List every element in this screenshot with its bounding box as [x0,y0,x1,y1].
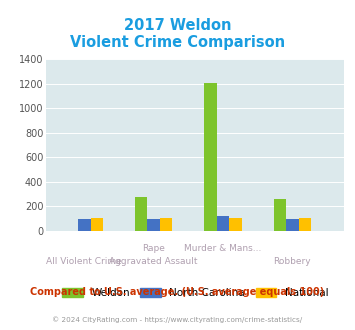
Text: Rape: Rape [142,244,165,253]
Text: Robbery: Robbery [273,257,311,266]
Text: © 2024 CityRating.com - https://www.cityrating.com/crime-statistics/: © 2024 CityRating.com - https://www.city… [53,316,302,323]
Text: All Violent Crime: All Violent Crime [47,257,122,266]
Bar [299,217,311,231]
Bar [217,216,229,231]
Text: Violent Crime Comparison: Violent Crime Comparison [70,35,285,50]
Bar [229,217,242,231]
Bar [274,199,286,231]
Text: Compared to U.S. average. (U.S. average equals 100): Compared to U.S. average. (U.S. average … [31,287,324,297]
Bar [91,217,103,231]
Bar [135,197,147,231]
Legend: Weldon, North Carolina, National: Weldon, North Carolina, National [62,288,328,298]
Bar [160,217,173,231]
Bar [204,83,217,231]
Bar [147,219,160,231]
Text: Murder & Mans...: Murder & Mans... [184,244,262,253]
Text: Aggravated Assault: Aggravated Assault [109,257,198,266]
Bar [78,219,91,231]
Text: 2017 Weldon: 2017 Weldon [124,18,231,33]
Bar [286,219,299,231]
